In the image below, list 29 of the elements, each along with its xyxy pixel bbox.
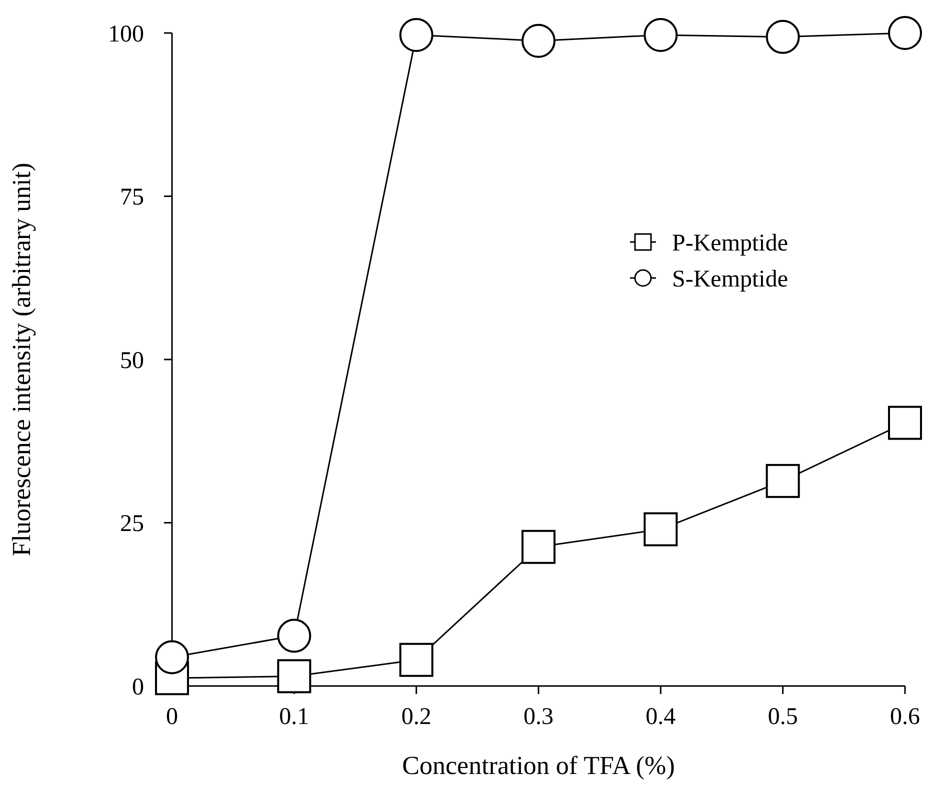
x-tick-label: 0.6 bbox=[890, 704, 920, 730]
point bbox=[888, 16, 922, 50]
point bbox=[522, 530, 556, 564]
y-tick-label: 0 bbox=[132, 674, 144, 700]
point bbox=[888, 406, 922, 440]
legend-label: S-Kemptide bbox=[672, 266, 788, 292]
x-tick-label: 0 bbox=[166, 704, 178, 730]
point bbox=[277, 618, 312, 653]
y-tick-label: 25 bbox=[120, 511, 144, 538]
y-axis-title: Fluorescence intensity (arbitrary unit) bbox=[7, 162, 36, 556]
point bbox=[644, 18, 678, 52]
x-tick-label: 0.4 bbox=[646, 704, 676, 730]
point bbox=[277, 659, 312, 694]
x-tick-label: 0.2 bbox=[401, 704, 432, 730]
point bbox=[522, 24, 556, 58]
x-tick-label: 0.3 bbox=[524, 704, 554, 730]
point bbox=[399, 642, 434, 677]
point bbox=[155, 640, 189, 674]
y-tick-label: 75 bbox=[120, 184, 144, 211]
legend-label: P-Kemptide bbox=[672, 230, 788, 256]
y-tick-label: 50 bbox=[120, 348, 144, 374]
point bbox=[766, 20, 800, 54]
x-tick-label: 0.1 bbox=[279, 704, 310, 730]
point bbox=[644, 512, 678, 546]
x-tick-label: 0.5 bbox=[768, 704, 798, 730]
y-tick-label: 100 bbox=[108, 21, 144, 48]
x-axis-title: Concentration of TFA (%) bbox=[402, 751, 675, 780]
point bbox=[399, 18, 434, 52]
point bbox=[766, 464, 800, 498]
